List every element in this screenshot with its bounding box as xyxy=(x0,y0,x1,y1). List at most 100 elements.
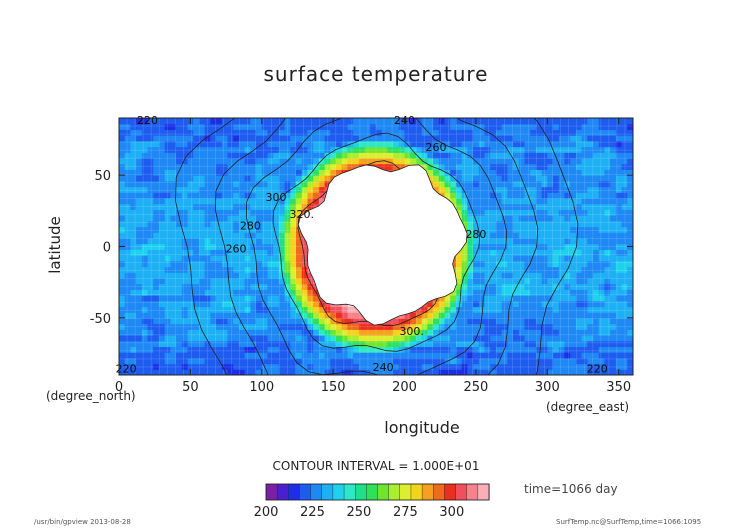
field-cell xyxy=(318,300,326,308)
field-cell xyxy=(410,346,417,353)
field-cell xyxy=(221,220,229,228)
field-cell xyxy=(484,363,491,370)
field-cell xyxy=(558,340,566,348)
field-cell xyxy=(290,192,297,199)
field-cell xyxy=(147,357,154,365)
field-cell xyxy=(136,237,143,245)
field-cell xyxy=(153,277,160,285)
field-cell xyxy=(575,215,583,222)
field-cell xyxy=(376,335,383,342)
field-cell xyxy=(524,192,531,199)
field-cell xyxy=(518,260,526,268)
field-cell xyxy=(553,289,560,296)
field-cell xyxy=(296,266,303,273)
field-cell xyxy=(124,135,132,142)
field-cell xyxy=(524,215,531,222)
field-cell xyxy=(593,129,600,136)
field-cell xyxy=(176,295,183,302)
field-cell xyxy=(273,249,280,256)
field-cell xyxy=(598,283,606,290)
field-cell xyxy=(495,323,503,330)
field-cell xyxy=(330,146,337,153)
field-cell xyxy=(267,180,274,188)
field-cell xyxy=(227,220,234,228)
field-cell xyxy=(575,123,583,131)
field-cell xyxy=(187,352,194,359)
field-cell xyxy=(621,323,628,330)
field-cell xyxy=(136,357,143,365)
field-cell xyxy=(238,180,246,188)
field-cell xyxy=(210,243,217,250)
field-cell xyxy=(290,157,297,165)
field-cell xyxy=(467,169,474,176)
field-cell xyxy=(444,186,451,193)
field-cell xyxy=(278,346,286,353)
field-cell xyxy=(610,146,617,153)
field-cell xyxy=(570,140,577,148)
field-cell xyxy=(627,237,633,245)
field-cell xyxy=(198,135,206,142)
field-cell xyxy=(415,363,423,370)
field-cell xyxy=(187,209,194,216)
field-cell xyxy=(433,175,440,182)
field-cell xyxy=(513,300,520,308)
field-cell xyxy=(198,123,206,131)
field-cell xyxy=(610,129,617,136)
field-cell xyxy=(204,260,211,268)
field-cell xyxy=(119,357,126,365)
field-cell xyxy=(467,352,474,359)
field-cell xyxy=(193,283,200,290)
field-cell xyxy=(410,317,417,325)
field-cell xyxy=(621,232,628,239)
field-cell xyxy=(301,140,309,148)
field-cell xyxy=(130,192,137,199)
field-cell xyxy=(204,249,211,256)
field-cell xyxy=(358,363,366,370)
field-cell xyxy=(581,232,588,239)
field-cell xyxy=(461,140,468,148)
field-cell xyxy=(627,215,633,222)
field-cell xyxy=(370,129,377,136)
field-cell xyxy=(564,369,571,375)
field-cell xyxy=(261,123,269,131)
field-cell xyxy=(193,363,200,370)
field-cell xyxy=(170,272,177,279)
field-cell xyxy=(238,157,246,165)
field-cell xyxy=(130,215,137,222)
field-cell xyxy=(484,237,491,245)
field-cell xyxy=(604,220,611,228)
field-cell xyxy=(244,186,251,193)
field-cell xyxy=(198,180,206,188)
field-cell xyxy=(467,312,474,319)
field-cell xyxy=(553,317,560,325)
field-cell xyxy=(204,169,211,176)
field-cell xyxy=(621,243,628,250)
field-cell xyxy=(518,329,526,336)
field-cell xyxy=(256,255,263,262)
field-cell xyxy=(256,129,263,136)
field-cell xyxy=(187,237,194,245)
field-cell xyxy=(575,226,583,233)
field-cell xyxy=(193,118,200,125)
field-cell xyxy=(495,157,503,165)
field-cell xyxy=(216,186,223,193)
field-cell xyxy=(507,197,514,205)
field-cell xyxy=(593,306,600,313)
field-cell xyxy=(164,163,171,170)
field-cell xyxy=(141,129,149,136)
field-cell xyxy=(455,163,463,170)
field-cell xyxy=(158,300,166,308)
field-cell xyxy=(193,135,200,142)
field-cell xyxy=(290,369,297,375)
field-cell xyxy=(410,329,417,336)
field-cell xyxy=(210,312,217,319)
field-cell xyxy=(141,226,149,233)
field-cell xyxy=(267,140,274,148)
field-cell xyxy=(501,340,508,348)
field-cell xyxy=(193,140,200,148)
field-cell xyxy=(164,272,171,279)
field-cell xyxy=(501,363,508,370)
field-cell xyxy=(261,243,269,250)
field-cell xyxy=(147,369,154,375)
field-cell xyxy=(124,369,132,375)
